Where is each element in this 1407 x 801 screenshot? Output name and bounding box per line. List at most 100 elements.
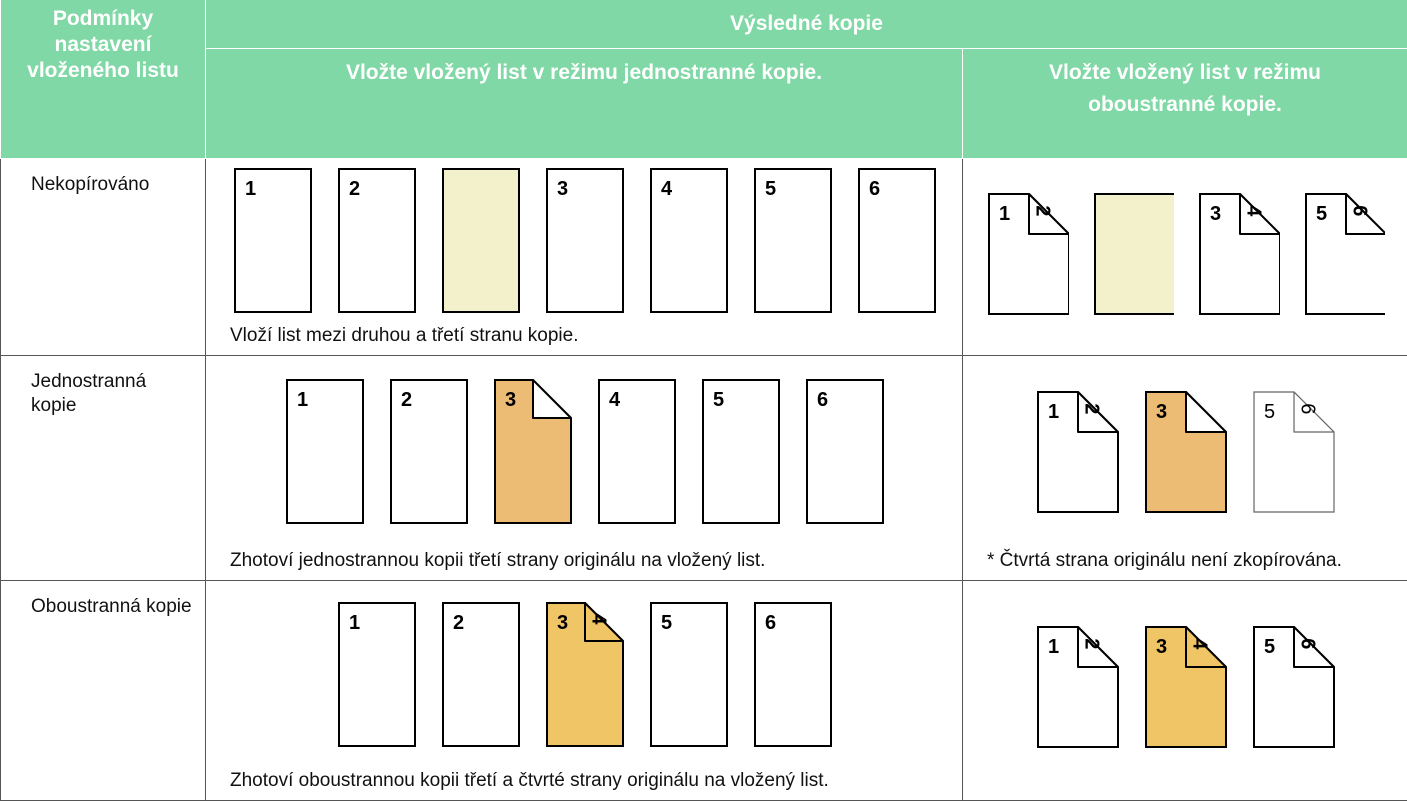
back-page-number: 4 xyxy=(1243,205,1265,217)
note: Zhotoví oboustrannou kopii třetí a čtvrt… xyxy=(230,768,940,794)
sheet: 6 xyxy=(753,601,833,748)
sheet: 6 xyxy=(805,378,885,525)
page-number: 1 xyxy=(297,389,308,411)
page-number: 3 xyxy=(557,612,568,634)
sheet-body: 4 xyxy=(599,380,675,523)
sheet: 2 xyxy=(389,378,469,525)
sheet-body: 2 xyxy=(443,603,519,746)
sheet-outline xyxy=(443,169,519,312)
page-number: 1 xyxy=(999,203,1010,225)
sheet: 1 xyxy=(285,378,365,525)
back-page-number: 2 xyxy=(1081,638,1103,649)
sheet-fold xyxy=(533,380,571,418)
sheet xyxy=(1093,192,1175,316)
sheet-row: 1 2 3 4 5 6 xyxy=(230,356,940,548)
header-condition: Podmínky nastavení vloženého listu xyxy=(1,0,206,158)
note: * Čtvrtá strana originálu není zkopírová… xyxy=(987,548,1385,574)
sheet: 3 xyxy=(1144,390,1228,514)
note: Vloží list mezi druhou a třetí stranu ko… xyxy=(230,323,940,349)
sheet: 2 xyxy=(337,167,417,314)
sheet-body: 6 xyxy=(755,603,831,746)
page-number: 2 xyxy=(453,612,464,634)
sheet-fold xyxy=(1186,392,1226,432)
page-number: 1 xyxy=(349,612,360,634)
sheet: 2 xyxy=(441,601,521,748)
page-number: 6 xyxy=(817,389,828,411)
sheet-body: 3 xyxy=(495,380,571,523)
page-number: 5 xyxy=(661,612,672,634)
sheet xyxy=(441,167,521,314)
page-number: 5 xyxy=(765,178,776,200)
sheet-body xyxy=(443,169,519,312)
sheet: 5 xyxy=(701,378,781,525)
sheet: 5 xyxy=(753,167,833,314)
condition: Oboustranná kopie xyxy=(1,580,206,800)
page-number: 2 xyxy=(401,389,412,411)
condition: Nekopírováno xyxy=(1,158,206,355)
back-page-number: 4 xyxy=(1189,638,1211,650)
sheet-body: 2 xyxy=(391,380,467,523)
sheet: 5 xyxy=(649,601,729,748)
sheet-body: 2 xyxy=(339,169,415,312)
page-number: 4 xyxy=(609,389,621,411)
page-number: 5 xyxy=(1264,636,1275,658)
back-page-number: 6 xyxy=(1348,205,1370,216)
sheet-body: 5 xyxy=(755,169,831,312)
page-number: 5 xyxy=(1264,401,1275,423)
page-number: 1 xyxy=(1048,636,1059,658)
back-page-number: 2 xyxy=(1081,403,1103,414)
page-number: 5 xyxy=(1316,203,1327,225)
sheet-outline xyxy=(1095,194,1175,314)
page-number: 1 xyxy=(245,178,256,200)
sheet: 1 xyxy=(337,601,417,748)
sheet-body: 3 xyxy=(1146,392,1226,512)
page-number: 1 xyxy=(1048,401,1059,423)
sheet-body xyxy=(1095,194,1175,314)
page-number: 3 xyxy=(1156,401,1167,423)
sheet-body: 5 xyxy=(651,603,727,746)
sheet: 3 xyxy=(545,167,625,314)
header-one-sided: Vložte vložený list v režimu jednostrann… xyxy=(206,48,963,158)
header-result: Výsledné kopie xyxy=(206,0,1407,48)
back-page-number: 2 xyxy=(1032,205,1054,216)
page-number: 2 xyxy=(349,178,360,200)
sheet-body: 3 xyxy=(547,169,623,312)
page-number: 3 xyxy=(557,178,568,200)
back-page-number: 4 xyxy=(588,613,610,625)
back-page-number: 6 xyxy=(1297,403,1319,414)
header-two-sided: Vložte vložený list v režimu oboustranné… xyxy=(963,48,1407,158)
sheet: 4 xyxy=(649,167,729,314)
sheet: 3 xyxy=(493,378,573,525)
sheet: 4 xyxy=(597,378,677,525)
